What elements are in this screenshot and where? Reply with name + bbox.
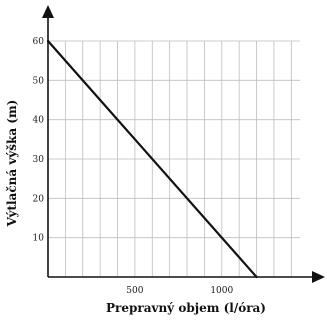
x-axis-arrow-icon (312, 271, 325, 283)
y-axis-title: Výtlačná výška (m) (5, 100, 19, 228)
grid (48, 40, 300, 277)
axes (42, 5, 325, 283)
x-tick-label: 1000 (210, 286, 233, 296)
y-tick-label: 40 (33, 116, 45, 126)
series-line-0 (46, 39, 258, 279)
y-axis-arrow-icon (42, 5, 54, 18)
y-tick-label: 10 (33, 234, 45, 244)
y-tick-label: 50 (33, 76, 45, 86)
y-tick-label: 30 (33, 155, 45, 165)
y-tick-label: 60 (33, 37, 45, 47)
x-axis-title: Prepravný objem (l/óra) (106, 301, 266, 315)
tick-labels: 10 20 30 40 50 60 500 1000 (33, 37, 234, 296)
series-layer (46, 39, 258, 279)
y-tick-label: 20 (33, 194, 45, 204)
x-tick-label: 500 (126, 286, 143, 296)
